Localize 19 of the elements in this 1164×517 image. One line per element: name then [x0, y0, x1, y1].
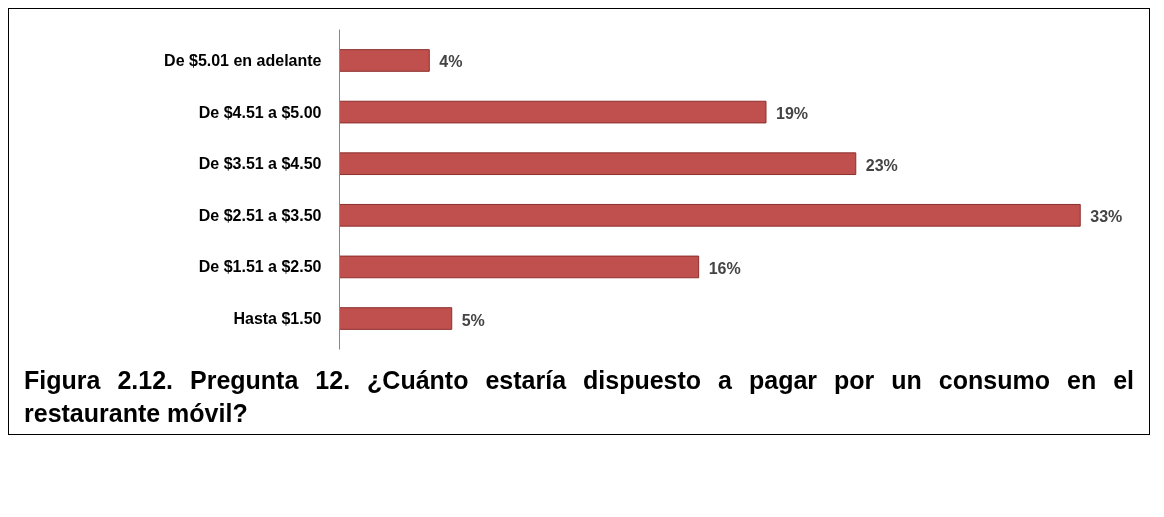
bar [339, 152, 857, 176]
data-label: 5% [461, 311, 485, 329]
y-tick-label: Hasta $1.50 [233, 310, 322, 328]
y-tick-label: De $5.01 en adelante [164, 51, 322, 69]
bar [339, 307, 453, 330]
data-label: 16% [708, 259, 741, 277]
y-tick-label: De $3.51 a $4.50 [198, 155, 322, 173]
bar [339, 49, 430, 72]
bar [339, 203, 1081, 227]
y-tick-label: De $2.51 a $3.50 [198, 206, 322, 224]
y-tick-label: De $4.51 a $5.00 [198, 103, 322, 121]
data-label: 4% [439, 53, 463, 71]
text: Figura 2.12. Pregunta 12. ¿Cuánto estaría dispuesto a pagar por un consumo en el restaurante móvil? [24, 365, 1134, 429]
y-tick-label: De $1.51 a $2.50 [198, 258, 322, 276]
data-label: 19% [775, 105, 809, 123]
data-label: 23% [865, 156, 898, 174]
data-label: 33% [1090, 208, 1123, 226]
bar [339, 255, 700, 279]
bar [339, 100, 767, 124]
